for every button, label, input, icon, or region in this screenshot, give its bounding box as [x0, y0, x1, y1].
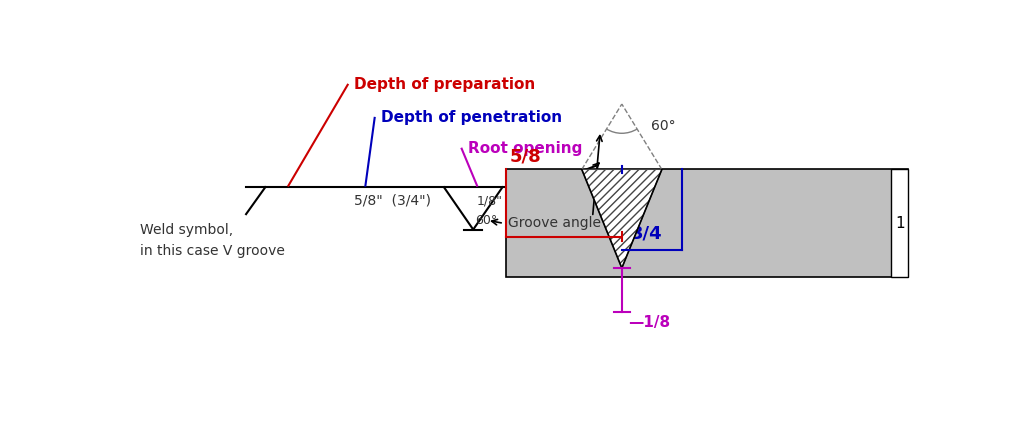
- Text: 60°: 60°: [475, 214, 498, 227]
- Text: 5/8"  (3/4"): 5/8" (3/4"): [354, 193, 431, 207]
- Polygon shape: [582, 170, 662, 268]
- Text: 60°: 60°: [651, 118, 676, 132]
- Text: —1/8: —1/8: [628, 315, 670, 330]
- Text: Depth of preparation: Depth of preparation: [354, 77, 536, 92]
- Text: 1: 1: [895, 216, 904, 231]
- Text: Groove angle: Groove angle: [508, 216, 601, 230]
- Polygon shape: [582, 170, 662, 268]
- Text: Depth of penetration: Depth of penetration: [381, 111, 562, 125]
- Text: Weld symbol,
in this case V groove: Weld symbol, in this case V groove: [140, 223, 285, 258]
- Bar: [891, 170, 908, 277]
- Text: 5/8: 5/8: [509, 148, 541, 166]
- Text: 1/8": 1/8": [477, 195, 503, 208]
- Bar: [506, 170, 908, 277]
- Text: Root opening: Root opening: [468, 141, 583, 156]
- Text: 3/4: 3/4: [631, 224, 663, 243]
